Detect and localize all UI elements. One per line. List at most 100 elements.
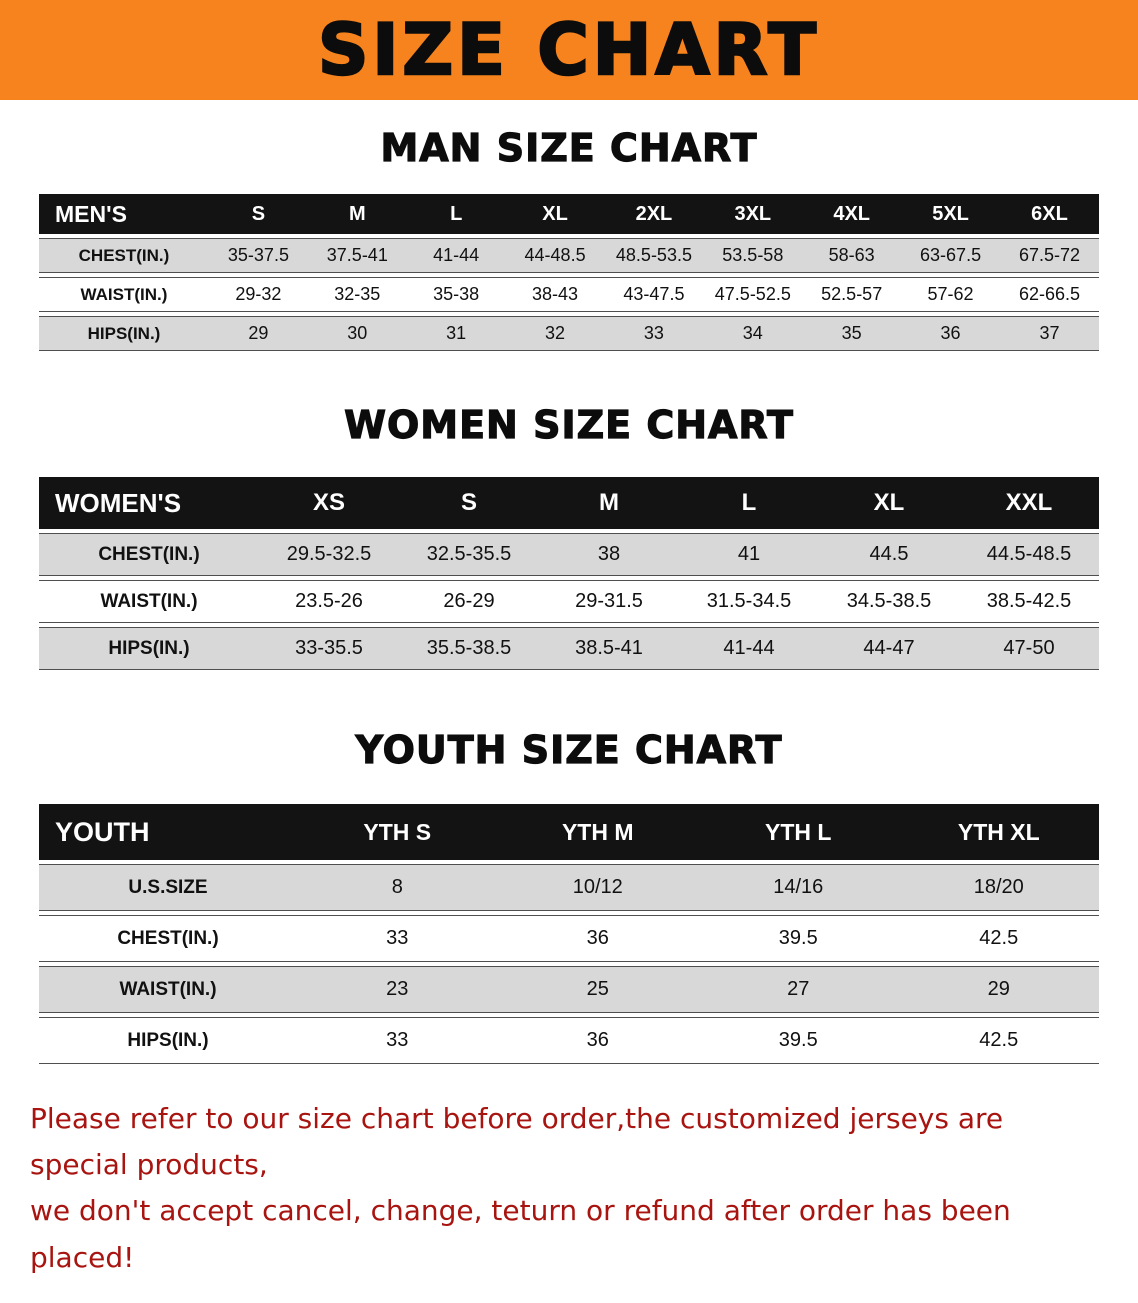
size-column-header: YTH L [698,804,899,860]
size-column-header: XL [505,194,605,234]
size-value-cell: 41-44 [406,238,506,273]
table-header-row: MEN'S S M L XL 2XL 3XL 4XL 5XL 6XL [39,194,1099,234]
row-label: WAIST(IN.) [39,966,297,1013]
size-value-cell: 44.5-48.5 [959,533,1099,576]
size-value-cell: 30 [307,316,407,351]
size-value-cell: 47-50 [959,627,1099,670]
size-value-cell: 29-31.5 [539,580,679,623]
size-value-cell: 44.5 [819,533,959,576]
size-value-cell: 29 [209,316,308,351]
size-column-header: XL [819,477,959,529]
size-value-cell: 35-38 [406,277,506,312]
size-column-header: S [209,194,308,234]
size-column-header: L [679,477,819,529]
size-column-header: 3XL [703,194,803,234]
size-column-header: YTH S [297,804,498,860]
size-column-header: XXL [959,477,1099,529]
size-value-cell: 36 [901,316,1000,351]
youth-size-table: YOUTH YTH S YTH M YTH L YTH XL U.S.SIZE 8 10/12… [39,800,1099,1068]
size-column-header: M [539,477,679,529]
size-value-cell: 38.5-42.5 [959,580,1099,623]
men-section-heading: MAN SIZE CHART [380,125,758,170]
size-column-header: M [307,194,407,234]
table-row: CHEST(IN.) 29.5-32.5 32.5-35.5 38 41 44.5 44.5… [39,533,1099,576]
size-value-cell: 33-35.5 [259,627,399,670]
size-value-cell: 10/12 [497,864,698,911]
size-value-cell: 32 [505,316,605,351]
size-value-cell: 23 [297,966,498,1013]
size-value-cell: 38-43 [505,277,605,312]
footer-note-line2: we don't accept cancel, change, teturn o… [30,1194,1011,1274]
table-title-cell: MEN'S [39,194,209,234]
size-value-cell: 32.5-35.5 [399,533,539,576]
size-value-cell: 27 [698,966,899,1013]
size-value-cell: 44-48.5 [505,238,605,273]
table-row: HIPS(IN.) 29 30 31 32 33 34 35 36 37 [39,316,1099,351]
size-value-cell: 29-32 [209,277,308,312]
size-value-cell: 34.5-38.5 [819,580,959,623]
size-value-cell: 23.5-26 [259,580,399,623]
size-value-cell: 31.5-34.5 [679,580,819,623]
men-size-table: MEN'S S M L XL 2XL 3XL 4XL 5XL 6XL CHEST(IN.) 35-37… [39,190,1099,355]
women-size-table: WOMEN'S XS S M L XL XXL CHEST(IN.) 29.5-32.5 32.5… [39,473,1099,674]
youth-section-heading: YOUTH SIZE CHART [355,727,783,772]
table-row: WAIST(IN.) 23.5-26 26-29 29-31.5 31.5-34.5 34… [39,580,1099,623]
size-value-cell: 39.5 [698,915,899,962]
size-column-header: YTH M [497,804,698,860]
row-label: WAIST(IN.) [39,277,209,312]
row-label: CHEST(IN.) [39,238,209,273]
size-value-cell: 38.5-41 [539,627,679,670]
size-value-cell: 57-62 [901,277,1000,312]
row-label: HIPS(IN.) [39,316,209,351]
size-value-cell: 53.5-58 [703,238,803,273]
size-value-cell: 39.5 [698,1017,899,1064]
size-column-header: 5XL [901,194,1000,234]
table-row: WAIST(IN.) 29-32 32-35 35-38 38-43 43-47.5 47.… [39,277,1099,312]
table-title-cell: WOMEN'S [39,477,259,529]
size-value-cell: 25 [497,966,698,1013]
size-value-cell: 63-67.5 [901,238,1000,273]
size-value-cell: 29.5-32.5 [259,533,399,576]
size-value-cell: 29 [898,966,1099,1013]
footer-note-line1: Please refer to our size chart before or… [30,1102,1004,1182]
size-value-cell: 37 [1000,316,1099,351]
size-value-cell: 67.5-72 [1000,238,1099,273]
size-value-cell: 8 [297,864,498,911]
women-section-heading: WOMEN SIZE CHART [343,402,794,447]
table-title-cell: YOUTH [39,804,297,860]
size-value-cell: 32-35 [307,277,407,312]
size-column-header: 2XL [604,194,704,234]
size-value-cell: 44-47 [819,627,959,670]
size-value-cell: 47.5-52.5 [703,277,803,312]
size-column-header: XS [259,477,399,529]
row-label: HIPS(IN.) [39,1017,297,1064]
size-column-header: 6XL [1000,194,1099,234]
table-header-row: YOUTH YTH S YTH M YTH L YTH XL [39,804,1099,860]
size-column-header: YTH XL [898,804,1099,860]
table-row: CHEST(IN.) 33 36 39.5 42.5 [39,915,1099,962]
size-value-cell: 33 [604,316,704,351]
size-value-cell: 41 [679,533,819,576]
size-value-cell: 35.5-38.5 [399,627,539,670]
size-value-cell: 52.5-57 [802,277,902,312]
size-value-cell: 36 [497,1017,698,1064]
page-title: SIZE CHART [317,9,821,91]
size-value-cell: 48.5-53.5 [604,238,704,273]
footer-note: Please refer to our size chart before or… [30,1096,1108,1281]
size-value-cell: 41-44 [679,627,819,670]
table-row: CHEST(IN.) 35-37.5 37.5-41 41-44 44-48.5 48.5… [39,238,1099,273]
table-row: HIPS(IN.) 33 36 39.5 42.5 [39,1017,1099,1064]
size-value-cell: 37.5-41 [307,238,407,273]
title-banner: SIZE CHART [0,0,1138,100]
table-row: WAIST(IN.) 23 25 27 29 [39,966,1099,1013]
row-label: CHEST(IN.) [39,915,297,962]
row-label: U.S.SIZE [39,864,297,911]
table-row: U.S.SIZE 8 10/12 14/16 18/20 [39,864,1099,911]
section-women-size-chart: WOMEN SIZE CHART WOMEN'S XS S M L XL XXL CHEST(… [0,402,1138,674]
size-value-cell: 26-29 [399,580,539,623]
size-value-cell: 14/16 [698,864,899,911]
section-men-size-chart: MAN SIZE CHART MEN'S S M L XL 2XL 3XL 4XL 5XL 6XL… [0,125,1138,355]
size-value-cell: 36 [497,915,698,962]
size-value-cell: 35-37.5 [209,238,308,273]
